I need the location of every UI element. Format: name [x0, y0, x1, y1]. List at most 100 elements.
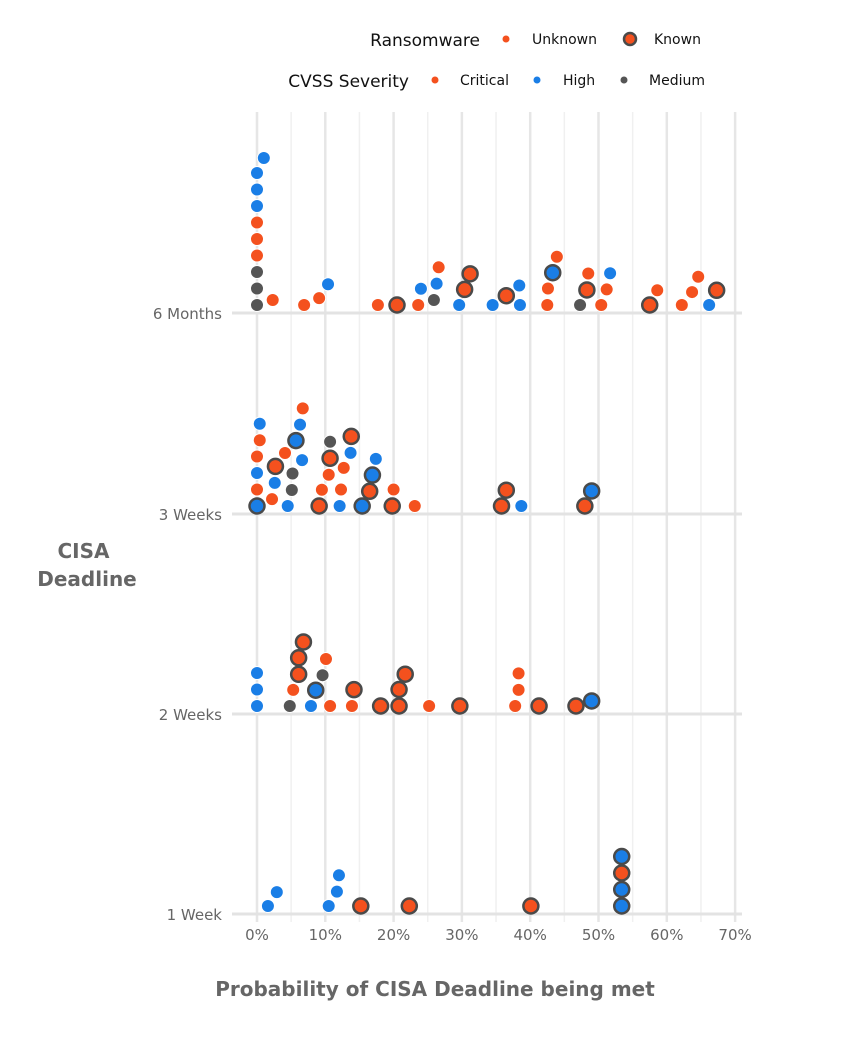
data-point-critical-known: [266, 457, 285, 476]
data-point-high-known: [306, 681, 325, 699]
data-point-critical-known: [400, 897, 419, 915]
data-point-critical-known: [289, 665, 308, 684]
x-tick-label: 30%: [445, 926, 478, 944]
data-point-critical-unknown: [511, 682, 526, 697]
x-tick-label: 60%: [650, 926, 683, 944]
data-point-critical-unknown: [650, 283, 665, 298]
data-point-high-known: [363, 466, 382, 484]
data-point-high-unknown: [250, 682, 264, 697]
data-point-critical-known: [455, 280, 474, 299]
data-point-high-known: [248, 497, 266, 515]
data-point-high-unknown: [269, 885, 284, 900]
data-point-critical-known: [383, 497, 401, 515]
data-point-medium-unknown: [282, 699, 297, 713]
data-point-high-unknown: [250, 666, 264, 680]
data-point-medium-unknown: [285, 466, 300, 481]
data-point-medium-unknown: [573, 298, 588, 312]
data-point-critical-known: [567, 697, 585, 715]
data-point-critical-known: [390, 697, 408, 715]
x-tick-label: 10%: [309, 926, 342, 944]
y-axis-title-line1: CISA: [58, 539, 111, 563]
data-point-high-unknown: [429, 276, 444, 291]
legend-unknown-swatch: [502, 35, 510, 43]
data-point-critical-unknown: [286, 682, 301, 697]
x-tick-label: 0%: [245, 926, 269, 944]
y-tick-label: 1 Week: [167, 906, 223, 924]
legend-high-label: High: [563, 73, 595, 89]
data-point-critical-unknown: [297, 298, 312, 312]
data-point-critical-unknown: [422, 699, 437, 713]
legend: Ransomware Unknown Known CVSS Severity C…: [288, 31, 705, 92]
data-point-critical-unknown: [674, 298, 689, 312]
data-point-high-unknown: [413, 281, 428, 296]
data-point-critical-known: [352, 897, 370, 915]
data-point-high-unknown: [485, 298, 500, 312]
data-point-critical-known: [390, 680, 408, 699]
data-point-medium-unknown: [315, 668, 330, 683]
data-point-high-unknown: [331, 868, 346, 883]
data-point-critical-unknown: [691, 269, 706, 284]
data-point-critical-unknown: [549, 249, 564, 264]
data-point-critical-known: [612, 864, 631, 882]
data-point-high-unknown: [293, 417, 308, 432]
data-point-high-unknown: [250, 166, 264, 180]
data-point-high-unknown: [343, 445, 358, 460]
data-point-critical-known: [321, 449, 339, 468]
data-point-critical-known: [530, 697, 548, 715]
x-tick-label: 70%: [718, 926, 751, 944]
x-axis-title: Probability of CISA Deadline being met: [215, 977, 655, 1001]
data-point-high-unknown: [252, 416, 267, 431]
legend-unknown-label: Unknown: [532, 32, 597, 48]
data-point-critical-known: [294, 633, 313, 651]
data-point-critical-known: [360, 482, 379, 501]
data-points: [248, 150, 726, 915]
data-point-high-unknown: [295, 453, 310, 468]
data-point-critical-unknown: [581, 266, 596, 281]
data-point-critical-known: [640, 296, 659, 314]
data-point-critical-unknown: [265, 292, 280, 307]
data-point-critical-known: [497, 286, 516, 305]
data-point-critical-unknown: [344, 699, 359, 713]
data-point-high-unknown: [250, 699, 264, 713]
data-point-high-unknown: [321, 277, 336, 292]
data-point-high-unknown: [329, 884, 344, 899]
data-point-critical-unknown: [511, 666, 526, 681]
data-point-critical-unknown: [336, 460, 351, 475]
data-point-high-unknown: [250, 466, 264, 480]
data-point-medium-unknown: [250, 298, 264, 312]
data-point-critical-unknown: [250, 215, 264, 230]
legend-known-swatch: [622, 31, 638, 47]
data-point-critical-unknown: [370, 298, 385, 312]
data-point-medium-unknown: [323, 434, 338, 449]
data-point-critical-known: [388, 296, 406, 314]
x-axis-ticks: 0% 10% 20% 30% 40% 50% 60% 70%: [245, 926, 752, 944]
x-tick-label: 20%: [377, 926, 410, 944]
data-point-critical-known: [371, 697, 390, 715]
data-point-high-known: [612, 847, 631, 866]
legend-critical-swatch: [431, 76, 439, 84]
y-tick-label: 6 Months: [153, 305, 222, 323]
y-axis-ticks: 1 Week 2 Weeks 3 Weeks 6 Months: [153, 305, 222, 924]
data-point-high-known: [582, 482, 601, 500]
data-point-critical-unknown: [250, 482, 264, 497]
y-tick-label: 2 Weeks: [159, 706, 222, 724]
row-baselines: [232, 311, 742, 916]
data-point-critical-known: [497, 481, 516, 499]
x-tick-label: 40%: [514, 926, 547, 944]
data-point-high-known: [353, 497, 371, 515]
data-point-high-known: [582, 692, 601, 710]
data-point-critical-unknown: [250, 248, 264, 263]
data-point-high-known: [612, 897, 631, 915]
data-point-critical-known: [707, 281, 726, 300]
data-point-high-unknown: [452, 298, 467, 312]
data-point-critical-known: [461, 265, 479, 283]
data-point-high-known: [612, 880, 631, 899]
data-point-high-unknown: [256, 150, 271, 165]
data-point-high-unknown: [702, 298, 717, 312]
data-point-high-unknown: [603, 266, 618, 281]
data-point-critical-unknown: [685, 285, 700, 300]
data-point-critical-unknown: [265, 492, 280, 507]
legend-medium-label: Medium: [649, 73, 705, 89]
data-point-medium-unknown: [284, 483, 299, 498]
